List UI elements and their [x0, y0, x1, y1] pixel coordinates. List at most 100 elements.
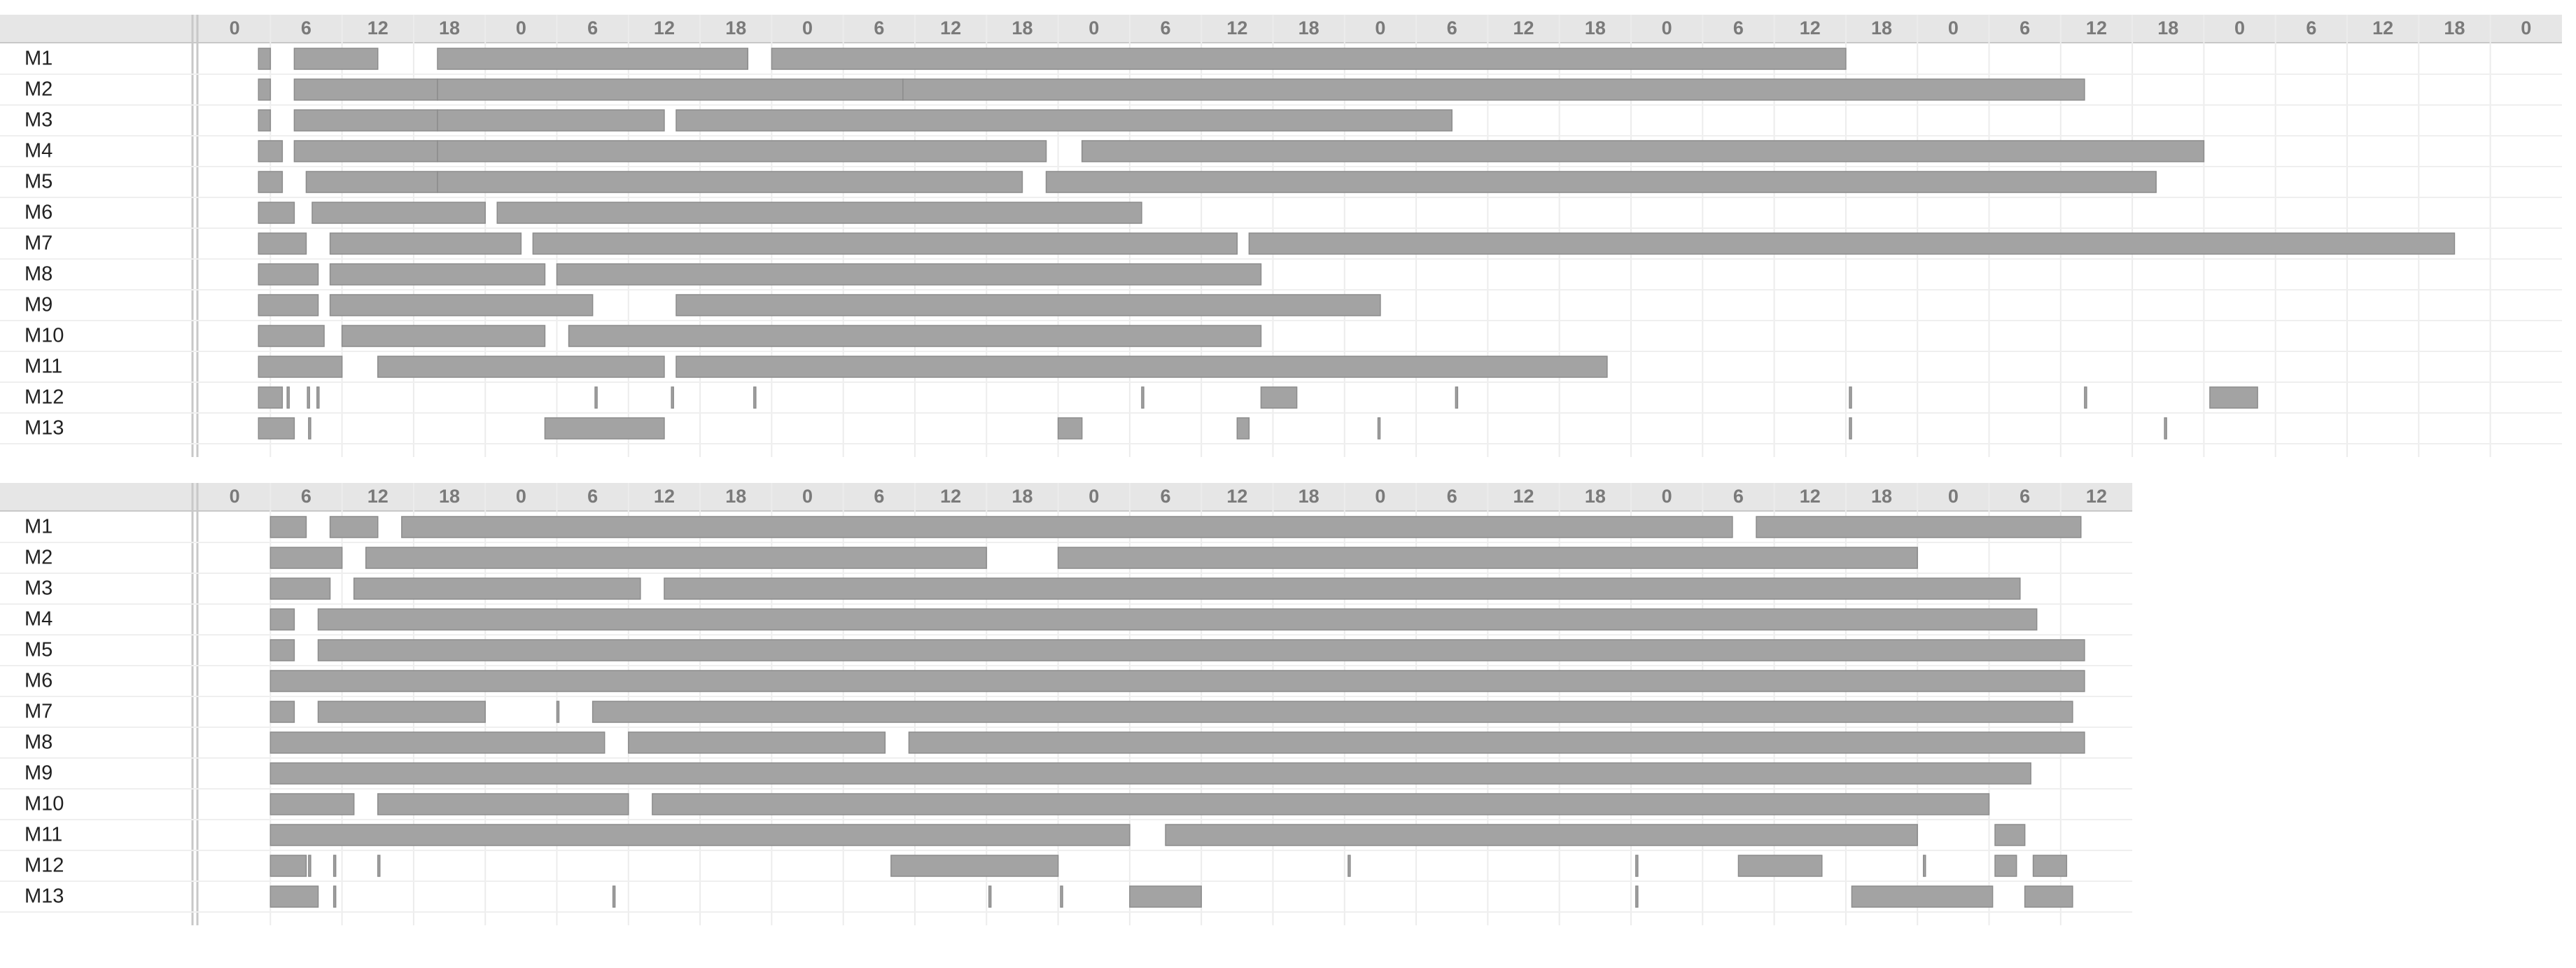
- x-tick-label: 6: [874, 486, 884, 507]
- row-label: M10: [24, 325, 64, 347]
- x-tick-label: 18: [439, 486, 460, 507]
- task-bar: [332, 855, 337, 877]
- task-bar: [1057, 547, 1918, 569]
- row-label: M8: [24, 731, 52, 754]
- task-bar: [1129, 885, 1202, 908]
- task-bar: [293, 48, 379, 70]
- task-bar: [258, 386, 284, 409]
- task-bar: [270, 701, 295, 723]
- task-bar: [270, 793, 355, 815]
- task-bar: [258, 109, 272, 132]
- task-bar: [437, 78, 904, 101]
- task-bar: [270, 824, 1130, 846]
- x-tick-label: 0: [230, 17, 240, 38]
- task-bar: [1635, 855, 1639, 877]
- x-tick-label: 18: [1585, 486, 1606, 507]
- row-label: M4: [24, 608, 52, 631]
- task-bar: [258, 232, 307, 255]
- x-tick-label: 6: [587, 17, 598, 38]
- x-tick-label: 0: [1948, 486, 1959, 507]
- task-bar: [270, 855, 307, 877]
- task-bar: [2209, 386, 2258, 409]
- task-bar: [258, 171, 284, 193]
- task-bar: [988, 885, 992, 908]
- task-bar: [329, 263, 546, 286]
- x-tick-label: 18: [439, 17, 460, 38]
- x-tick-label: 0: [516, 17, 526, 38]
- x-tick-label: 0: [1088, 17, 1099, 38]
- x-tick-label: 6: [1733, 486, 1744, 507]
- task-bar: [1081, 140, 2205, 162]
- x-tick-label: 0: [1948, 17, 1959, 38]
- row-label: M1: [24, 48, 52, 70]
- task-bar: [258, 48, 272, 70]
- task-bar: [377, 793, 629, 815]
- x-tick-label: 0: [516, 486, 526, 507]
- x-tick-label: 0: [2521, 17, 2531, 38]
- task-bar: [628, 731, 886, 754]
- task-bar: [341, 325, 546, 347]
- task-bar: [258, 294, 319, 316]
- task-bar: [1057, 417, 1083, 440]
- x-tick-label: 12: [368, 17, 388, 38]
- task-bar: [317, 701, 486, 723]
- task-bar: [556, 701, 560, 723]
- task-bar: [258, 417, 295, 440]
- x-tick-label: 18: [725, 486, 746, 507]
- task-bar: [258, 325, 325, 347]
- x-tick-label: 12: [940, 17, 961, 38]
- task-bar: [308, 417, 312, 440]
- task-bar: [270, 639, 295, 661]
- x-tick-label: 6: [587, 486, 598, 507]
- x-tick-label: 0: [1662, 17, 1672, 38]
- task-bar: [1994, 824, 2026, 846]
- task-bar: [305, 171, 438, 193]
- x-tick-label: 0: [2234, 17, 2245, 38]
- row-label: M10: [24, 793, 64, 815]
- task-bar: [592, 701, 2073, 723]
- task-bar: [612, 885, 616, 908]
- task-bar: [329, 516, 379, 538]
- task-bar: [377, 855, 381, 877]
- task-bar: [1756, 516, 2082, 538]
- task-bar: [270, 608, 295, 631]
- task-bar: [401, 516, 1733, 538]
- task-bar: [1348, 855, 1351, 877]
- row-label: M3: [24, 577, 52, 600]
- x-tick-label: 12: [1513, 17, 1534, 38]
- row-label: M9: [24, 762, 52, 785]
- task-bar: [317, 639, 2085, 661]
- x-tick-label: 12: [1513, 486, 1534, 507]
- task-bar: [270, 762, 2031, 785]
- row-label: M7: [24, 701, 52, 723]
- x-tick-label: 6: [301, 17, 312, 38]
- x-tick-label: 6: [301, 486, 312, 507]
- task-bar: [1045, 171, 2157, 193]
- task-bar: [329, 294, 594, 316]
- x-tick-label: 12: [654, 17, 675, 38]
- x-tick-label: 12: [368, 486, 388, 507]
- x-tick-label: 6: [1447, 17, 1457, 38]
- x-tick-label: 18: [2157, 17, 2178, 38]
- x-tick-label: 12: [940, 486, 961, 507]
- row-label: M2: [24, 78, 52, 101]
- task-bar: [1455, 386, 1459, 409]
- x-tick-label: 6: [2019, 486, 2030, 507]
- task-bar: [902, 78, 2085, 101]
- task-bar: [1849, 417, 1852, 440]
- task-bar: [307, 386, 310, 409]
- row-label: M1: [24, 516, 52, 538]
- task-bar: [1165, 824, 1918, 846]
- row-label: M2: [24, 547, 52, 569]
- x-tick-label: 18: [1298, 486, 1320, 507]
- x-tick-label: 12: [654, 486, 675, 507]
- task-bar: [437, 109, 665, 132]
- task-bar: [908, 731, 2085, 754]
- x-tick-label: 18: [725, 17, 746, 38]
- row-label: M11: [24, 356, 62, 378]
- task-bar: [329, 232, 522, 255]
- task-bar: [365, 547, 988, 569]
- row-label: M13: [24, 417, 64, 440]
- task-bar: [270, 547, 343, 569]
